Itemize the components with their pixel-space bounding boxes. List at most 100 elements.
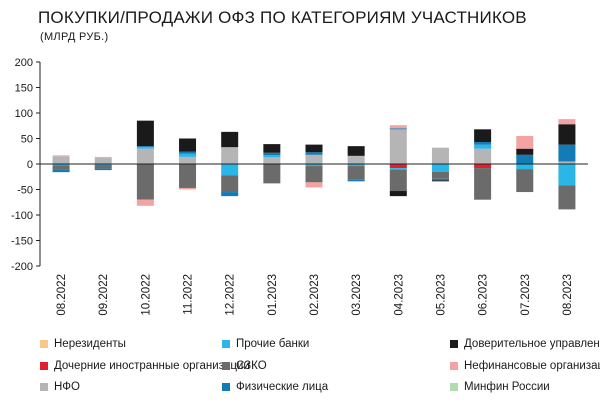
bar-segment <box>516 164 534 170</box>
bar-segment <box>136 146 154 148</box>
y-tick-label: 50 <box>21 134 33 146</box>
bar-segment <box>263 155 281 158</box>
x-tick-label: 07.2023 <box>520 274 532 316</box>
bar-segment <box>94 157 112 164</box>
bar-segment <box>305 166 323 183</box>
bar-segment <box>305 154 323 164</box>
x-tick-label: 08.2023 <box>562 274 574 316</box>
legend-swatch <box>40 362 48 370</box>
y-tick-label: -100 <box>11 210 33 222</box>
legend-label: НФО <box>54 381 80 393</box>
bar-segment <box>474 164 492 169</box>
legend-label: Нефинансовые организации <box>464 360 600 372</box>
bar-segment <box>558 161 576 164</box>
legend-item: Нефинансовые организации <box>450 360 600 372</box>
y-tick-label: -50 <box>17 185 33 197</box>
y-tick-label: -150 <box>11 236 33 248</box>
legend-swatch <box>40 340 48 348</box>
legend-item: Минфин России <box>450 381 550 393</box>
bar-segment <box>474 129 492 143</box>
bar-segment <box>474 144 492 149</box>
bar-segment <box>431 180 449 182</box>
bar-segment <box>516 154 534 164</box>
bar-segment <box>94 164 112 166</box>
chart-subtitle: (МЛРД РУБ.) <box>40 31 109 43</box>
bar-segment <box>94 156 112 158</box>
x-tick-label: 10.2022 <box>140 274 152 316</box>
x-tick-label: 02.2023 <box>309 274 321 316</box>
x-tick-label: 09.2022 <box>98 274 110 316</box>
bar-segment <box>558 164 576 186</box>
bar-segment <box>305 164 323 167</box>
bar-segment <box>221 147 239 164</box>
bar-segment <box>305 182 323 188</box>
legend-swatch <box>40 383 48 391</box>
x-tick-label: 03.2023 <box>351 274 363 316</box>
legend-label: Дочерние иностранные организации <box>54 360 250 372</box>
legend-item: Физические лица <box>222 381 328 393</box>
y-tick-label: 100 <box>15 108 33 120</box>
bar-segment <box>221 175 239 193</box>
bar-segment <box>516 169 534 193</box>
legend-label: Минфин России <box>464 381 550 393</box>
y-tick-label: 150 <box>15 83 33 95</box>
legend-item: Нерезиденты <box>40 338 126 350</box>
bar-segment <box>516 135 534 149</box>
y-tick-label: -200 <box>11 261 33 273</box>
legend-swatch <box>450 340 458 348</box>
legend-item: Дочерние иностранные организации <box>40 360 250 372</box>
legend-swatch <box>222 383 230 391</box>
legend-label: Доверительное управление <box>464 338 600 350</box>
bar-segment <box>136 148 154 164</box>
bar-segment <box>94 168 112 171</box>
legend-item: НФО <box>40 381 80 393</box>
bar-segment <box>347 164 365 167</box>
legend-item: Доверительное управление <box>450 338 600 350</box>
bar-segment <box>558 119 576 125</box>
x-tick-label: 11.2022 <box>183 274 195 315</box>
bar-segment <box>305 144 323 153</box>
bar-segment <box>136 147 154 149</box>
legend-label: СЗКО <box>236 360 267 372</box>
y-tick-label: 200 <box>15 57 33 69</box>
x-tick-label: 04.2023 <box>393 274 405 316</box>
bar-segment <box>389 129 407 164</box>
x-tick-label: 05.2023 <box>435 274 447 316</box>
bar-segment <box>389 125 407 129</box>
bar-segment <box>347 155 365 164</box>
bar-segment <box>52 164 70 166</box>
bar-segment <box>389 128 407 130</box>
bar-segment <box>474 142 492 145</box>
bar-segment <box>516 148 534 155</box>
legend-item: СЗКО <box>222 360 267 372</box>
bar-segment <box>431 164 449 172</box>
legend-label: Физические лица <box>236 381 329 393</box>
chart-title: ПОКУПКИ/ПРОДАЖИ ОФЗ ПО КАТЕГОРИЯМ УЧАСТН… <box>38 8 527 27</box>
bar-segment <box>136 199 154 206</box>
bar-segment <box>221 131 239 148</box>
bar-segment <box>558 144 576 162</box>
bar-segment <box>263 157 281 164</box>
bar-segment <box>558 124 576 145</box>
bar-segment <box>431 178 449 181</box>
bar-segment <box>179 164 197 188</box>
x-tick-label: 12.2022 <box>225 274 237 316</box>
bar-segment <box>263 152 281 156</box>
bar-segment <box>389 164 407 169</box>
bar-segment <box>52 155 70 157</box>
bar-segment <box>221 164 239 176</box>
bar-segment <box>347 179 365 182</box>
legend-swatch <box>222 362 230 370</box>
bar-segment <box>305 152 323 155</box>
bar-segment <box>263 164 281 184</box>
legend-swatch <box>450 362 458 370</box>
bar-segment <box>347 146 365 156</box>
bar-segment <box>179 187 197 190</box>
bar-segment <box>179 138 197 152</box>
bar-segment <box>179 156 197 164</box>
legend-label: Нерезиденты <box>54 338 126 350</box>
bar-segment <box>431 171 449 179</box>
legend-label: Прочие банки <box>236 338 310 350</box>
bar-segment <box>136 164 154 200</box>
bar-segment <box>52 165 70 170</box>
